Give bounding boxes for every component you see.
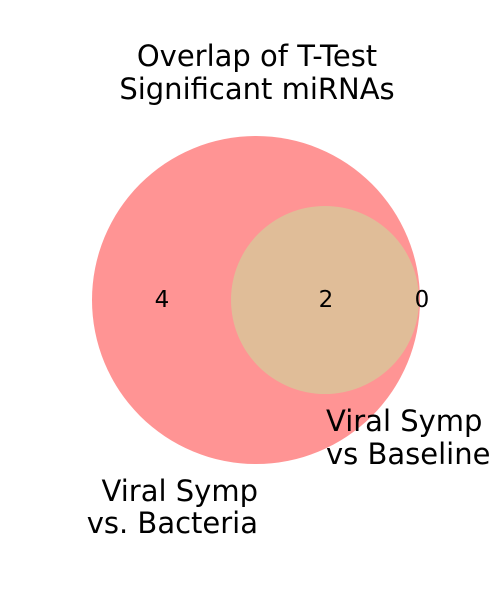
count-intersection: 2: [319, 287, 334, 313]
diagram-title-line-2: Significant miRNAs: [119, 72, 394, 106]
set-label-viral-symp-vs-baseline-line-1: Viral Symp: [326, 404, 482, 438]
set-label-viral-symp-vs-bacteria-line-2: vs. Bacteria: [87, 506, 258, 540]
diagram-title-line-1: Overlap of T-Test: [137, 39, 377, 73]
count-first-only: 4: [155, 287, 170, 313]
set-circle-viral-symp-vs-baseline: [231, 206, 419, 394]
set-label-viral-symp-vs-bacteria-line-1: Viral Symp: [102, 474, 258, 508]
count-second-only: 0: [415, 287, 430, 313]
set-label-viral-symp-vs-baseline-line-2: vs Baseline: [326, 437, 490, 471]
